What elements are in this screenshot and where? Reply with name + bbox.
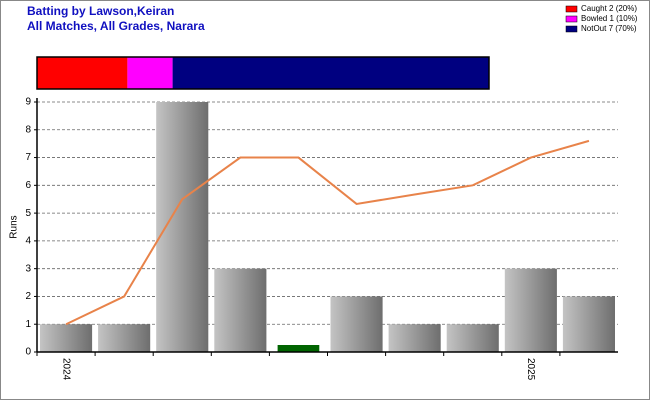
dismissal-segment: [37, 57, 128, 89]
dismissal-segment: [127, 57, 173, 89]
y-axis-label: Runs: [9, 215, 20, 238]
legend-label: Caught 2 (20%): [581, 4, 637, 13]
line: [65, 139, 590, 326]
bar: [388, 324, 441, 352]
bar: [98, 324, 151, 352]
y-tick-label: 4: [25, 236, 31, 247]
y-tick-label: 3: [25, 263, 31, 274]
bar: [446, 324, 499, 352]
dismissal-segment: [172, 57, 489, 89]
y-tick-label: 2: [25, 291, 31, 302]
bar: [504, 268, 557, 352]
legend-swatch: [565, 15, 578, 23]
legend-label: Bowled 1 (10%): [581, 14, 638, 23]
bar: [156, 102, 209, 352]
y-tick-label: 1: [25, 319, 31, 330]
y-tick-label: 7: [25, 152, 31, 163]
chart-subtitle: All Matches, All Grades, Narara: [27, 19, 205, 33]
legend-swatch: [565, 25, 578, 33]
y-tick-label: 9: [25, 97, 31, 108]
y-tick-label: 5: [25, 208, 31, 219]
y-tick-label: 0: [25, 347, 31, 358]
bar: [562, 296, 615, 352]
dismissal-frame: [36, 56, 490, 90]
y-tick-label: 8: [25, 124, 31, 135]
chart-title: Batting by Lawson,Keiran: [27, 4, 174, 18]
y-tick-label: 6: [25, 180, 31, 191]
bar: [330, 296, 383, 352]
bar: [277, 345, 320, 352]
bar: [40, 324, 93, 352]
legend-label: NotOut 7 (70%): [581, 24, 637, 33]
legend-swatch: [565, 5, 578, 13]
bar: [214, 268, 267, 352]
x-tick-label: 2025: [525, 358, 536, 381]
x-tick-label: 2024: [60, 358, 71, 381]
